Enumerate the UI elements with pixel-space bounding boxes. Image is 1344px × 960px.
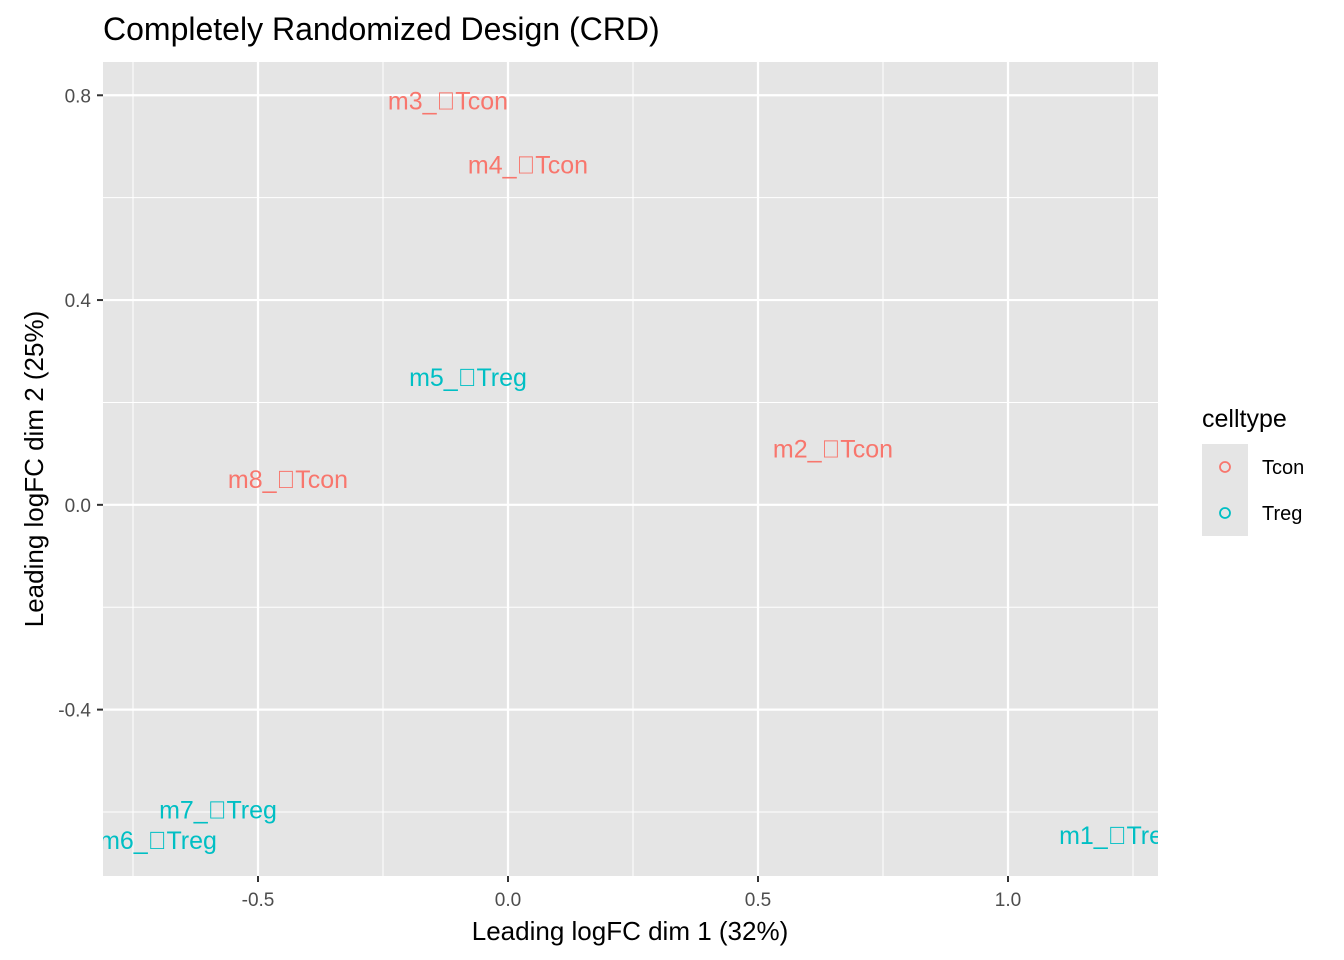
x-tick-label: -0.5 (242, 890, 275, 911)
x-axis-title: Leading logFC dim 1 (32%) (472, 916, 789, 946)
legend-label: Tcon (1262, 457, 1304, 479)
minor-gridlines (103, 62, 1158, 876)
y-tick-label: 0.8 (65, 86, 91, 107)
y-axis: -0.4 0.0 0.4 0.8 (58, 86, 103, 722)
point-label: m3_॑Tcon (388, 87, 508, 115)
legend-key (1202, 490, 1248, 536)
y-tick-label: 0.0 (65, 496, 91, 517)
legend-marker (1219, 507, 1231, 519)
major-gridlines (103, 62, 1158, 876)
legend-key (1202, 444, 1248, 490)
legend-label: Treg (1262, 503, 1302, 525)
x-axis: -0.5 0.0 0.5 1.0 (242, 876, 1021, 911)
point-label: m4_॑Tcon (468, 151, 588, 179)
point-label: m7_॑Treg (159, 796, 277, 824)
legend-marker (1219, 461, 1231, 473)
point-label: m1_॑Treg (1059, 822, 1177, 850)
y-axis-title: Leading logFC dim 2 (25%) (19, 311, 49, 628)
y-tick-label: 0.4 (65, 291, 92, 312)
point-label: m5_॑Treg (409, 364, 527, 392)
legend: celltype Tcon Treg (1202, 405, 1304, 536)
point-label: m8_॑Tcon (228, 466, 348, 494)
y-tick-label: -0.4 (58, 701, 91, 722)
point-labels: m1_॑Treg m2_॑Tcon m3_॑Tcon m4_॑Tcon m5_॑Treg… (99, 87, 1177, 855)
chart-title: Completely Randomized Design (CRD) (103, 11, 660, 47)
point-label: m6_॑Treg (99, 827, 217, 855)
x-tick-label: 0.0 (495, 890, 521, 911)
legend-title: celltype (1202, 405, 1287, 433)
x-tick-label: 0.5 (745, 890, 771, 911)
point-label: m2_॑Tcon (773, 436, 893, 464)
x-tick-label: 1.0 (995, 890, 1021, 911)
